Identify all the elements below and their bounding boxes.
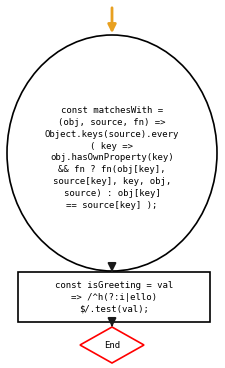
Text: End: End [104,340,120,350]
Bar [18,272,210,322]
Text: const isGreeting = val
=> /^h(?:i|ello)
$/.test(val);: const isGreeting = val => /^h(?:i|ello) … [55,281,173,313]
Text: const matchesWith =
(obj, source, fn) =>
Object.keys(source).every
( key =>
obj.: const matchesWith = (obj, source, fn) =>… [45,106,179,210]
